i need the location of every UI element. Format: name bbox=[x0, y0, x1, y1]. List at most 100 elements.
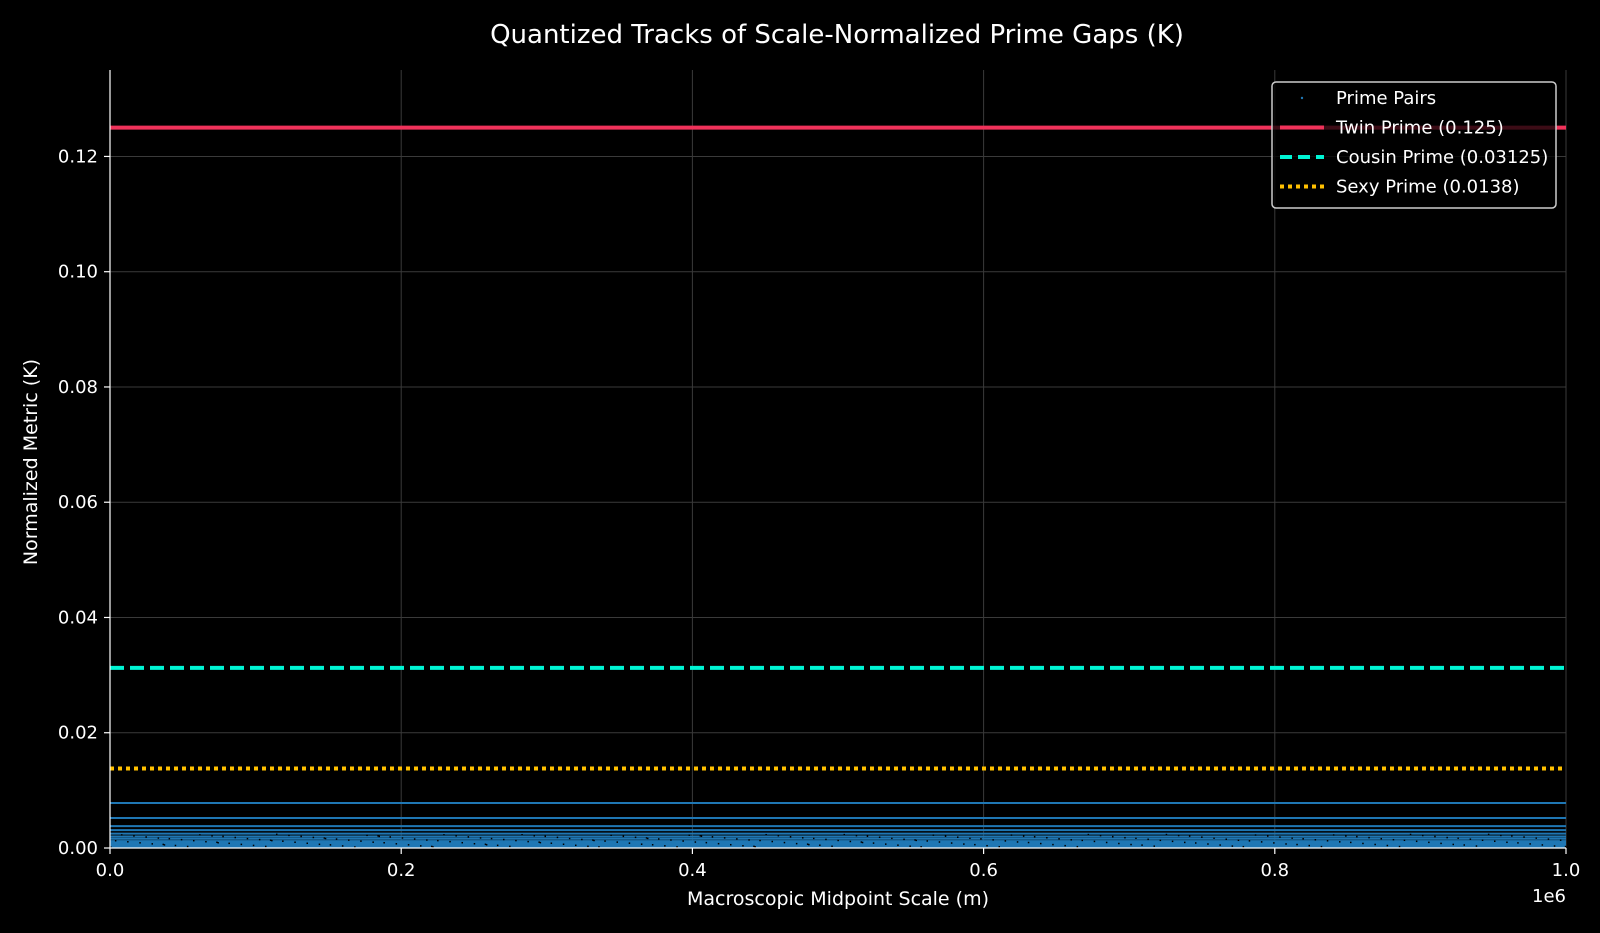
y-tick-label: 0.00 bbox=[58, 838, 98, 859]
prime-pairs-point bbox=[1087, 833, 1090, 836]
prime-pairs-point bbox=[866, 835, 869, 837]
prime-pairs-point bbox=[258, 838, 261, 841]
prime-pairs-point bbox=[592, 839, 594, 841]
prime-pairs-point bbox=[986, 844, 988, 847]
prime-pairs-point bbox=[1010, 834, 1013, 836]
prime-pairs-point bbox=[974, 843, 976, 846]
prime-pairs-point bbox=[443, 834, 445, 836]
prime-pairs-point bbox=[1350, 841, 1352, 844]
prime-pairs-point bbox=[455, 835, 457, 837]
prime-pairs-point bbox=[765, 833, 767, 836]
prime-pairs-point bbox=[736, 838, 738, 840]
prime-pairs-point bbox=[271, 839, 273, 842]
prime-pairs-point bbox=[1171, 840, 1174, 843]
prime-pairs-point bbox=[604, 840, 606, 842]
x-axis-label: Macroscopic Midpoint Scale (m) bbox=[687, 888, 989, 910]
prime-pairs-point bbox=[1494, 840, 1496, 843]
prime-pairs-point bbox=[372, 841, 374, 843]
prime-pairs-point bbox=[288, 834, 290, 837]
prime-pairs-point bbox=[401, 837, 404, 839]
prime-pairs-point bbox=[1386, 844, 1389, 847]
prime-pairs-point bbox=[717, 842, 720, 845]
legend-label: Cousin Prime (0.03125) bbox=[1336, 147, 1548, 168]
prime-pairs-point bbox=[802, 837, 804, 839]
prime-pairs-point bbox=[174, 844, 177, 847]
prime-pairs-point bbox=[145, 836, 147, 838]
prime-pairs-point bbox=[1475, 845, 1478, 847]
prime-pairs-point bbox=[269, 839, 272, 841]
prime-pairs-point bbox=[938, 841, 941, 843]
prime-pairs-scatter bbox=[110, 802, 1567, 848]
prime-pairs-point bbox=[1415, 840, 1418, 843]
prime-pairs-point bbox=[503, 838, 505, 841]
prime-pairs-point bbox=[389, 836, 391, 838]
prime-pairs-point bbox=[771, 840, 773, 843]
x-tick-label: 0.6 bbox=[969, 860, 998, 881]
prime-pairs-point bbox=[969, 837, 971, 840]
prime-pairs-point bbox=[1547, 838, 1550, 840]
prime-pairs-point bbox=[944, 835, 947, 837]
prime-pairs-point bbox=[509, 845, 511, 848]
prime-pairs-point bbox=[1398, 845, 1401, 848]
prime-pairs-point bbox=[1267, 835, 1269, 837]
y-tick-label: 0.08 bbox=[58, 377, 98, 398]
prime-pairs-point bbox=[329, 844, 332, 846]
prime-pairs-point bbox=[1362, 842, 1364, 845]
prime-pairs-point bbox=[562, 843, 565, 846]
prime-pairs-point bbox=[1320, 845, 1323, 848]
prime-pairs-point bbox=[926, 840, 928, 842]
prime-pairs-point bbox=[366, 834, 368, 837]
legend-label: Twin Prime (0.125) bbox=[1335, 118, 1504, 139]
prime-pairs-point bbox=[759, 839, 761, 842]
prime-pairs-point bbox=[581, 838, 583, 841]
prime-pairs-point bbox=[748, 839, 750, 841]
prime-pairs-point bbox=[813, 837, 815, 840]
prime-pairs-point bbox=[860, 841, 863, 843]
prime-pairs-point bbox=[1188, 835, 1191, 837]
prime-pairs-point bbox=[992, 839, 994, 841]
prime-pairs-point bbox=[705, 841, 708, 844]
prime-pairs-point bbox=[914, 839, 916, 841]
prime-pairs-point bbox=[694, 841, 697, 843]
prime-pairs-point bbox=[915, 839, 917, 842]
prime-pairs-point bbox=[1016, 841, 1019, 843]
prime-pairs-point bbox=[1076, 845, 1079, 848]
prime-pairs-point bbox=[1248, 840, 1251, 842]
prime-pairs-point bbox=[538, 841, 540, 843]
prime-pairs-point bbox=[1457, 837, 1459, 839]
prime-pairs-point bbox=[819, 844, 821, 846]
prime-pairs-point bbox=[1130, 843, 1132, 846]
legend-label: Sexy Prime (0.0138) bbox=[1336, 177, 1520, 198]
prime-pairs-point bbox=[431, 845, 433, 848]
prime-pairs-point bbox=[1517, 842, 1519, 844]
prime-pairs-point bbox=[1118, 842, 1120, 845]
prime-pairs-point bbox=[825, 838, 827, 841]
prime-pairs-point bbox=[1260, 841, 1263, 843]
prime-pairs-point bbox=[1434, 835, 1436, 838]
prime-pairs-point bbox=[980, 838, 982, 840]
prime-pairs-point bbox=[556, 836, 559, 839]
prime-pairs-point bbox=[205, 840, 207, 843]
prime-pairs-point bbox=[711, 836, 714, 838]
prime-pairs-point bbox=[963, 843, 965, 845]
prime-pairs-point bbox=[789, 836, 792, 838]
prime-pairs-point bbox=[1177, 834, 1180, 837]
prime-pairs-point bbox=[163, 844, 166, 846]
prime-pairs-point bbox=[354, 846, 356, 848]
prime-pairs-point bbox=[676, 846, 678, 848]
prime-pairs-point bbox=[378, 835, 380, 838]
prime-pairs-point bbox=[432, 846, 434, 848]
prime-pairs-point bbox=[1254, 834, 1257, 836]
prime-pairs-point bbox=[467, 836, 470, 838]
prime-pairs-point bbox=[228, 842, 230, 845]
prime-pairs-point bbox=[496, 844, 499, 847]
prime-pairs-point bbox=[1040, 842, 1042, 845]
prime-pairs-point bbox=[664, 845, 666, 847]
prime-pairs-point bbox=[1225, 838, 1227, 840]
prime-pairs-point bbox=[1242, 845, 1245, 848]
prime-pairs-point bbox=[1058, 838, 1060, 840]
prime-pairs-point bbox=[1279, 836, 1281, 838]
prime-pairs-point bbox=[515, 839, 517, 842]
prime-pairs-point bbox=[849, 840, 852, 843]
prime-pairs-point bbox=[1326, 840, 1329, 842]
